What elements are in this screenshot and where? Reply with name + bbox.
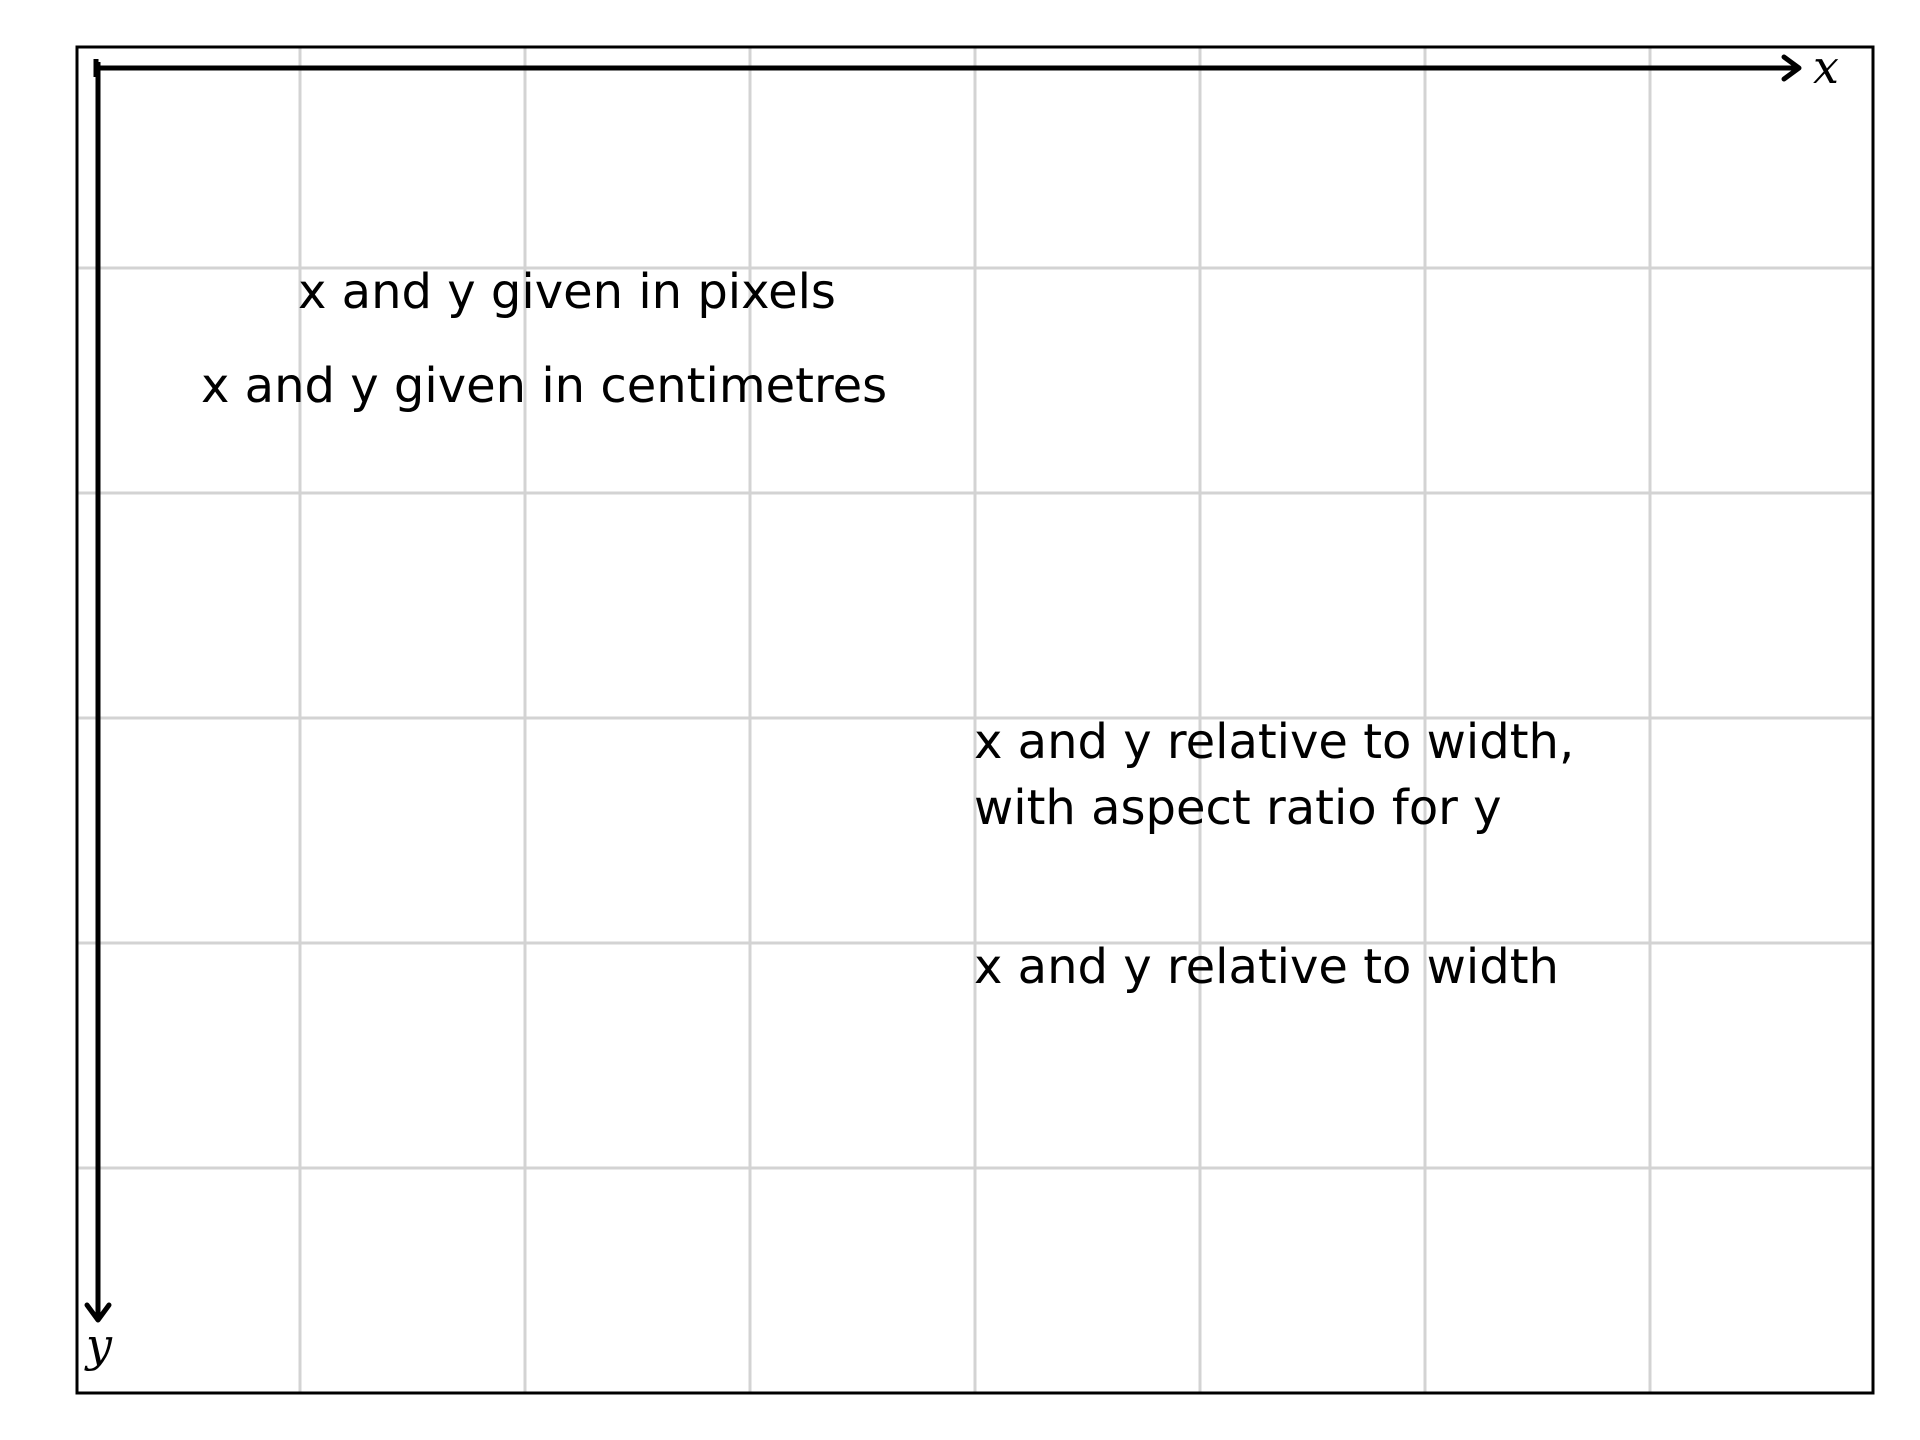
x-axis-arrowhead [1781, 54, 1802, 82]
x-axis-label: x [1813, 40, 1839, 94]
label-relative-aspect-line2: with aspect ratio for y [974, 780, 1502, 836]
grid [77, 47, 1873, 1393]
label-relative-width: x and y relative to width [974, 939, 1559, 995]
y-axis-label: y [86, 1318, 112, 1372]
y-axis-arrowhead [84, 1302, 112, 1323]
label-pixels: x and y given in pixels [298, 264, 836, 320]
frame-border [75, 45, 1875, 1395]
label-centimetres: x and y given in centimetres [201, 358, 888, 414]
label-relative-aspect-line1: x and y relative to width, [974, 714, 1575, 770]
